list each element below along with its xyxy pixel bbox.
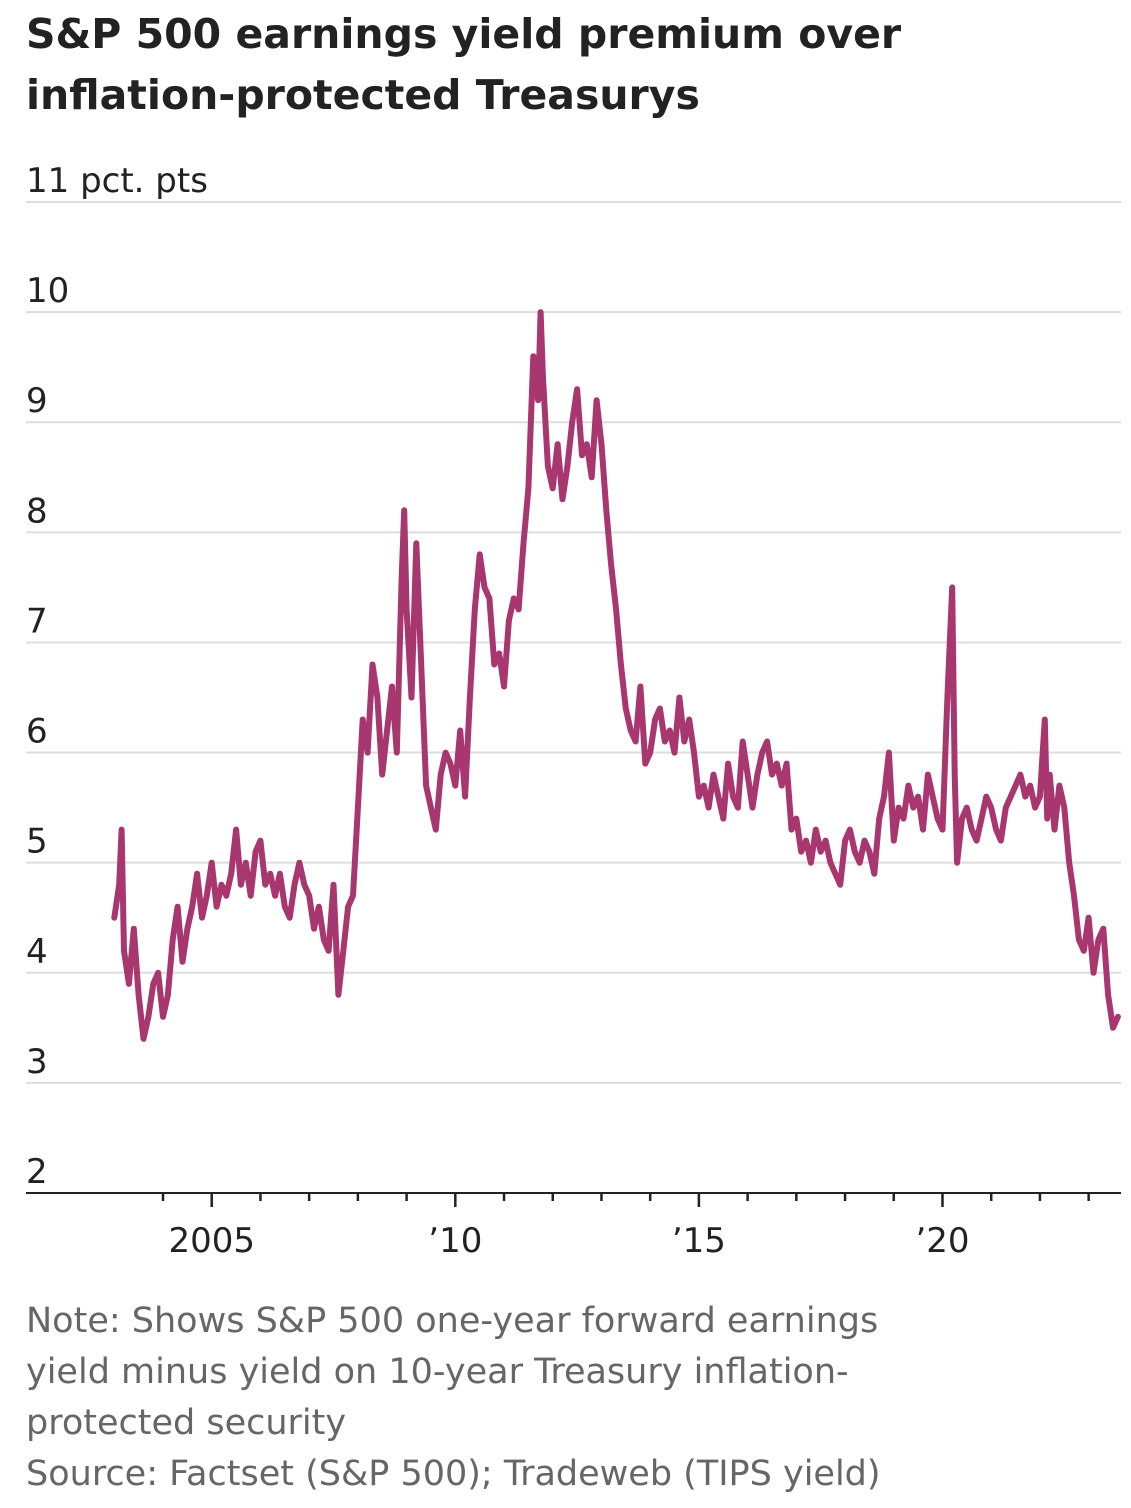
x-tick-label-2005: 2005 bbox=[168, 1221, 255, 1261]
chart-title-line-1: S&P 500 earnings yield premium over bbox=[26, 10, 902, 58]
y-tick-label-5: 5 bbox=[26, 822, 48, 862]
y-tick-label-11: 11 pct. pts bbox=[26, 161, 208, 201]
y-tick-label-9: 9 bbox=[26, 381, 48, 421]
y-tick-label-4: 4 bbox=[26, 932, 48, 972]
x-axis: 2005 ’10 ’15 ’20 bbox=[26, 1192, 1121, 1261]
chart-title: S&P 500 earnings yield premium over infl… bbox=[26, 4, 1116, 126]
y-tick-label-10: 10 bbox=[26, 271, 69, 311]
series-line-0 bbox=[111, 309, 1121, 1042]
y-tick-label-3: 3 bbox=[26, 1042, 48, 1082]
x-tick-label-2020: ’20 bbox=[915, 1221, 969, 1261]
x-tick-label-2015: ’15 bbox=[672, 1221, 726, 1261]
chart-title-line-2: inflation-protected Treasurys bbox=[26, 71, 700, 119]
line-chart: 2 3 4 5 6 7 8 9 10 11 pct. pts 2005 ’10 ’15 ’20 bbox=[26, 161, 1121, 1261]
y-tick-label-6: 6 bbox=[26, 712, 48, 752]
y-tick-label-2: 2 bbox=[26, 1152, 48, 1192]
series-layer bbox=[111, 309, 1121, 1042]
chart-footnote: Note: Shows S&P 500 one-year forward ear… bbox=[26, 1296, 1121, 1500]
gridlines bbox=[26, 201, 1121, 1084]
y-tick-label-7: 7 bbox=[26, 601, 48, 641]
y-axis-tick-labels: 2 3 4 5 6 7 8 9 10 11 pct. pts bbox=[26, 161, 208, 1192]
note-line-1: Note: Shows S&P 500 one-year forward ear… bbox=[26, 1301, 879, 1341]
note-line-2: yield minus yield on 10-year Treasury in… bbox=[26, 1352, 849, 1392]
x-tick-label-2010: ’10 bbox=[428, 1221, 482, 1261]
note-line-3: protected security bbox=[26, 1403, 347, 1443]
source-text: Source: Factset (S&P 500); Tradeweb (TIP… bbox=[26, 1454, 881, 1494]
y-tick-label-8: 8 bbox=[26, 491, 48, 531]
